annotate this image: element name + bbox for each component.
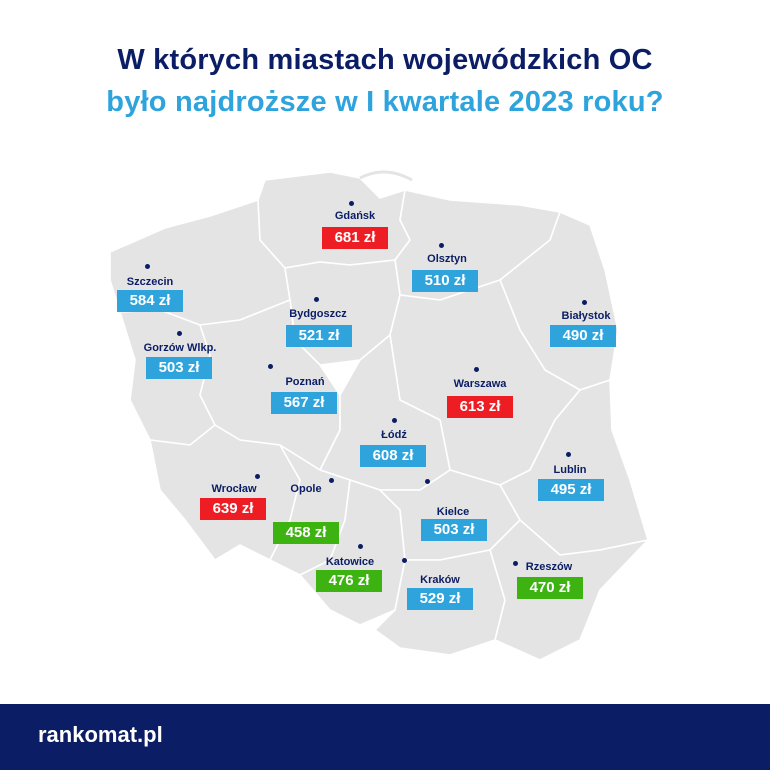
price-badge: 490 zł (550, 325, 616, 347)
city-name: Wrocław (211, 483, 257, 495)
city-name: Szczecin (126, 276, 174, 288)
city-dot (439, 243, 444, 248)
city-name: Gorzów Wlkp. (143, 342, 217, 354)
title-line-2: było najdroższe w I kwartale 2023 roku? (106, 86, 664, 118)
city-name: Kraków (420, 574, 460, 586)
city-dot (402, 558, 407, 563)
city-dot (329, 478, 334, 483)
city-dot (255, 474, 260, 479)
city-dot (392, 418, 397, 423)
footer-bar: rankomat.pl (0, 704, 770, 770)
price-badge: 503 zł (421, 519, 487, 541)
city-name: Katowice (325, 556, 375, 568)
price-badge: 613 zł (447, 396, 513, 418)
title-line-1: W których miastach wojewódzkich OC (117, 44, 653, 76)
city-dot (566, 452, 571, 457)
city-dot (145, 264, 150, 269)
city-dot (582, 300, 587, 305)
poland-map (109, 170, 649, 661)
city-dot (268, 364, 273, 369)
city-name: Białystok (561, 310, 611, 322)
city-dot (349, 201, 354, 206)
price-badge: 495 zł (538, 479, 604, 501)
city-dot (425, 479, 430, 484)
price-badge: 681 zł (322, 227, 388, 249)
price-badge: 470 zł (517, 577, 583, 599)
city-name: Gdańsk (334, 210, 376, 222)
city-dot (314, 297, 319, 302)
price-badge: 608 zł (360, 445, 426, 467)
price-badge: 503 zł (146, 357, 212, 379)
city-dot (474, 367, 479, 372)
city-name: Łódź (381, 429, 407, 441)
price-badge: 639 zł (200, 498, 266, 520)
price-badge: 529 zł (407, 588, 473, 610)
city-name: Bydgoszcz (289, 308, 347, 320)
city-dot (358, 544, 363, 549)
city-name: Warszawa (453, 378, 507, 390)
city-name: Opole (290, 483, 322, 495)
city-name: Kielce (436, 506, 470, 518)
city-dot (177, 331, 182, 336)
price-badge: 510 zł (412, 270, 478, 292)
city-name: Olsztyn (427, 253, 467, 265)
price-badge: 458 zł (273, 522, 339, 544)
price-badge: 521 zł (286, 325, 352, 347)
city-name: Rzeszów (525, 561, 573, 573)
price-badge: 584 zł (117, 290, 183, 312)
city-name: Lublin (553, 464, 587, 476)
price-badge: 567 zł (271, 392, 337, 414)
city-name: Poznań (285, 376, 325, 388)
city-dot (513, 561, 518, 566)
hel-peninsula (359, 170, 413, 182)
rankomat-logo[interactable]: rankomat.pl (38, 722, 163, 747)
price-badge: 476 zł (316, 570, 382, 592)
